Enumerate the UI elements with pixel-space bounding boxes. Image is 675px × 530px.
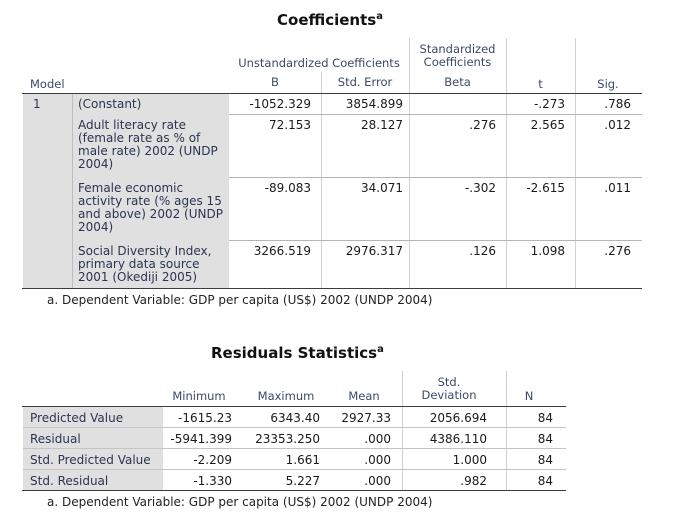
residuals-title: Residuals Statisticsa [211,344,384,362]
resid-sd: 4386.110 [429,432,487,446]
resid-sd: 1.000 [452,453,487,467]
model-column-separator [72,94,73,288]
header-rule [22,406,566,407]
coef-t: -2.615 [526,181,565,195]
header-minimum: Minimum [172,389,226,403]
resid-sd: .982 [460,474,487,488]
header-separator [506,38,507,94]
resid-mean: .000 [364,432,391,446]
column-separator [575,94,576,288]
header-std-error: Std. Error [337,75,393,89]
coefficients-title: Coefficientsa [277,11,383,29]
header-rule [22,93,642,94]
column-separator [409,94,410,288]
residuals-footnote: a. Dependent Variable: GDP per capita (U… [47,495,433,509]
coef-sig: .786 [604,97,631,111]
resid-mean: 2927.33 [341,411,391,425]
resid-row-label: Residual [30,432,81,446]
table-bottom-rule [22,490,566,491]
header-separator [409,38,410,94]
coef-beta: .126 [469,244,496,258]
resid-max: 23353.250 [255,432,320,446]
resid-max: 5.227 [285,474,320,488]
resid-n: 84 [537,474,553,488]
coef-row-label: (Constant) [78,97,142,111]
column-separator [321,94,322,288]
resid-min: -1615.23 [178,411,232,425]
coef-std-error: 3854.899 [345,97,403,111]
coef-sig: .011 [604,181,631,195]
coef-t: 1.098 [530,244,565,258]
resid-row-label: Std. Predicted Value [30,453,151,467]
coef-row-label: Adult literacy rate (female rate as % of… [78,118,218,171]
resid-min: -5941.399 [170,432,232,446]
header-standardized-2: Coefficients [423,55,492,69]
row-separator [23,427,566,428]
header-maximum: Maximum [257,389,315,403]
coef-row-label: Female economic activity rate (% ages 15… [78,181,223,234]
coefficients-footnote: a. Dependent Variable: GDP per capita (U… [47,293,433,307]
resid-row-label: Predicted Value [30,411,124,425]
coef-b: 3266.519 [253,244,311,258]
row-separator [229,114,642,115]
header-beta: Beta [444,75,471,89]
coef-std-error: 2976.317 [345,244,403,258]
header-separator [402,371,403,406]
resid-n: 84 [537,453,553,467]
coef-b: -1052.329 [249,97,311,111]
row-separator [229,177,642,178]
header-std-dev-1: Std. [437,375,461,389]
resid-min: -2.209 [193,453,232,467]
resid-min: -1.330 [193,474,232,488]
resid-sd: 2056.694 [429,411,487,425]
header-mean: Mean [348,389,380,403]
header-unstandardized: Unstandardized Coefficients [238,56,400,70]
header-standardized-1: Standardized [419,42,496,56]
table-bottom-rule [22,288,642,289]
coef-b: -89.083 [264,181,311,195]
header-b: B [271,75,279,89]
coef-beta: -.302 [464,181,496,195]
resid-max: 1.661 [285,453,320,467]
resid-mean: .000 [364,453,391,467]
resid-n: 84 [537,432,553,446]
resid-max: 6343.40 [270,411,320,425]
coef-t: 2.565 [530,118,565,132]
column-separator [506,94,507,288]
coef-row-label: Social Diversity Index, primary data sou… [78,244,212,284]
row-separator [229,240,642,241]
row-separator [23,448,566,449]
header-t: t [538,77,543,91]
coef-sig: .276 [604,244,631,258]
coef-beta: .276 [469,118,496,132]
header-std-dev-2: Deviation [421,388,477,402]
coef-std-error: 28.127 [361,118,403,132]
header-separator [575,38,576,94]
coef-sig: .012 [604,118,631,132]
resid-row-label: Std. Residual [30,474,109,488]
header-model: Model [30,77,65,91]
header-n: N [524,389,534,403]
coef-t: -.273 [533,97,565,111]
header-separator [506,371,507,406]
resid-n: 84 [537,411,553,425]
resid-mean: .000 [364,474,391,488]
header-sig: Sig. [597,77,619,91]
row-header-block [23,94,229,288]
coef-std-error: 34.071 [361,181,403,195]
header-separator [321,72,322,94]
coef-b: 72.153 [269,118,311,132]
row-separator [23,469,566,470]
model-number: 1 [33,97,41,111]
